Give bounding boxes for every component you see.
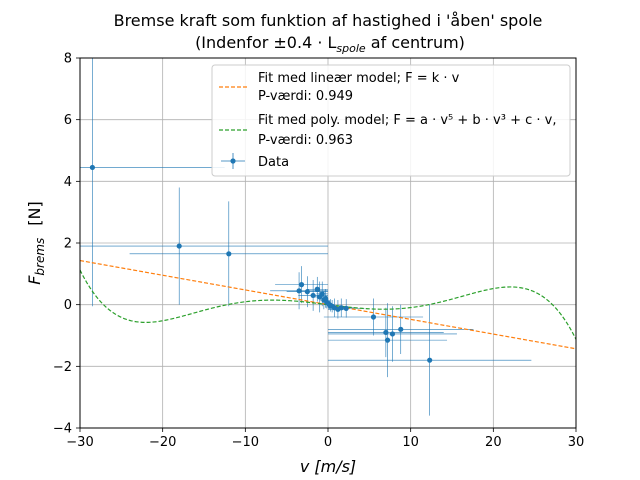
y-tick-label: 4 (64, 175, 72, 190)
data-point (319, 291, 325, 297)
x-tick-label: −30 (66, 435, 93, 450)
x-axis-label: v [m/s] (300, 457, 356, 476)
legend-data-marker (230, 158, 236, 164)
data-point (383, 329, 389, 336)
legend-data-label: Data (258, 155, 289, 170)
y-tick-label: 8 (64, 52, 72, 67)
data-point (176, 243, 182, 249)
plot-area (80, 58, 576, 416)
data-points (89, 164, 433, 363)
y-axis-label-sub: brems (33, 238, 47, 276)
x-tick-label: −20 (149, 435, 176, 450)
y-axis-label-unit: [N] (25, 201, 44, 225)
y-tick-label: 6 (64, 113, 72, 128)
legend-poly-label: Fit med poly. model; F = a · v⁵ + b · v³… (258, 113, 556, 128)
y-axis-label-main: F (25, 275, 44, 285)
legend: Fit med lineær model; F = k · v P-værdi:… (211, 64, 571, 177)
y-axis-ticks: −4 −2 0 2 4 6 8 (53, 52, 80, 437)
y-tick-label: −2 (53, 360, 72, 375)
x-tick-label: 10 (402, 435, 419, 450)
legend-box (211, 64, 571, 177)
x-tick-label: 0 (324, 435, 332, 450)
data-point (370, 314, 377, 320)
chart-title-line1: Bremse kraft som funktion af hastighed i… (114, 11, 543, 30)
legend-poly-pvalue: P-værdi: 0.963 (258, 133, 353, 148)
data-point (89, 164, 95, 171)
poly-fit-line (80, 269, 576, 340)
x-axis-ticks: −30 −20 −10 0 10 20 30 (66, 428, 584, 450)
y-tick-label: 2 (64, 237, 72, 252)
data-point (398, 326, 404, 332)
data-point (384, 337, 391, 343)
title-line2-suffix: af centrum) (366, 33, 465, 52)
data-point (314, 286, 320, 292)
x-tick-label: −10 (232, 435, 259, 450)
y-tick-label: 0 (64, 298, 72, 313)
data-point (427, 357, 433, 363)
data-point (226, 251, 232, 257)
legend-linear-label: Fit med lineær model; F = k · v (258, 71, 460, 86)
data-point (304, 289, 310, 295)
data-point (310, 292, 316, 299)
chart-title-line2: (Indenfor ±0.4 · Lspole af centrum) (195, 33, 465, 55)
data-point (298, 282, 305, 288)
y-tick-label: −4 (53, 422, 72, 437)
data-point (343, 305, 349, 311)
x-tick-label: 20 (485, 435, 502, 450)
title-line2-sub: spole (336, 42, 365, 55)
legend-linear-pvalue: P-værdi: 0.949 (258, 89, 353, 104)
y-axis-label: Fbrems [N] (25, 201, 47, 285)
legend-data-swatch (221, 153, 245, 169)
title-line2-prefix: (Indenfor ±0.4 · L (195, 33, 336, 52)
data-point (296, 288, 302, 294)
data-point (389, 331, 396, 337)
x-tick-label: 30 (568, 435, 585, 450)
data-point (338, 305, 344, 311)
